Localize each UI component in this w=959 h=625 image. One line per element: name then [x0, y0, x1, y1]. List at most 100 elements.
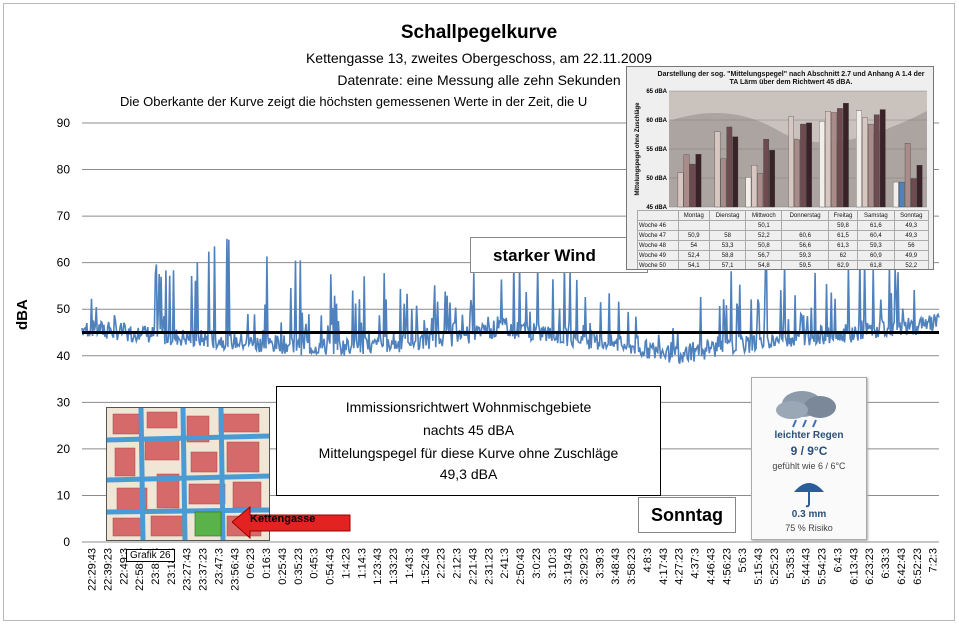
x-tick-label: 5:35:3 [785, 548, 797, 579]
inset-table-cell: 52,4 [678, 251, 709, 261]
x-tick-label: 3:39:3 [594, 548, 606, 579]
x-tick-label: 0:6:23 [245, 548, 257, 579]
inset-table-day: Dienstag [709, 211, 745, 221]
y-tick-label: 80 [57, 163, 71, 177]
x-tick-label: 22:29:43 [87, 548, 99, 591]
inset-table-cell: 56 [894, 241, 929, 251]
x-tick-label: 2:31:23 [483, 548, 495, 585]
y-tick-label: 0 [63, 535, 70, 549]
map-arrow-label: Kettengasse [250, 513, 315, 525]
inset-table-cell: 50,9 [678, 231, 709, 241]
x-tick-label: 5:25:23 [769, 548, 781, 585]
inset-table-cell: 52,2 [746, 231, 782, 241]
annotation-wind: starker Wind [470, 237, 648, 273]
inset-table-cell: 61,5 [828, 231, 857, 241]
x-tick-label: 6:42:43 [896, 548, 908, 585]
inset-table-row-label: Woche 47 [638, 231, 679, 241]
x-tick-label: 23:56:43 [229, 548, 241, 591]
note-line-3: Mittelungspegel für diese Kurve ohne Zus… [277, 443, 660, 463]
x-tick-label: 1:4:23 [340, 548, 352, 579]
x-tick-label: 6:23:23 [864, 548, 876, 585]
weather-widget: leichter Regen 9 / 9°C gefühlt wie 6 / 6… [751, 377, 867, 540]
x-tick-label: 5:44:43 [801, 548, 813, 585]
inset-table-cell: 49,3 [894, 221, 929, 231]
x-tick-label: 22:39:23 [102, 548, 114, 591]
inset-y-tick-label: 60 dBA [646, 118, 667, 124]
x-tick-label: 4:8:3 [642, 548, 654, 572]
inset-table-cell: 54,1 [678, 261, 709, 271]
inset-table-cell: 58,8 [709, 251, 745, 261]
inset-table-day: Montag [678, 211, 709, 221]
inset-table-cell: 56,6 [782, 241, 828, 251]
inset-table-row-label: Woche 46 [638, 221, 679, 231]
inset-table-cell: 59,3 [782, 251, 828, 261]
inset-table-cell: 62,9 [828, 261, 857, 271]
inset-table-cell: 62 [828, 251, 857, 261]
annotation-sunday: Sonntag [638, 497, 736, 533]
y-tick-label: 40 [57, 349, 71, 363]
y-tick-label: 60 [57, 256, 71, 270]
inset-bar [843, 103, 848, 207]
weather-temperature: 9 / 9°C [752, 444, 866, 458]
x-tick-label: 0:16:3 [261, 548, 273, 579]
inset-bar [758, 173, 763, 207]
inset-bar-chart: Darstellung der sog. "Mittelungspegel" n… [626, 66, 934, 270]
inset-y-tick-label: 50 dBA [646, 176, 667, 182]
map-caption: Grafik 26 [126, 549, 175, 562]
x-tick-label: 3:58:23 [626, 548, 638, 585]
x-tick-label: 23:37:23 [198, 548, 210, 591]
x-tick-label: 1:33:23 [388, 548, 400, 585]
inset-table-cell [709, 221, 745, 231]
weather-rain-risk: 75 % Risiko [752, 523, 866, 533]
inset-table-day: Sonntag [894, 211, 929, 221]
inset-table-cell: 60,9 [858, 251, 894, 261]
inset-table-cell: 49,9 [894, 251, 929, 261]
limit-note: Immissionsrichtwert Wohnmischgebiete nac… [276, 386, 661, 496]
x-tick-label: 5:15:43 [753, 548, 765, 585]
inset-bar [819, 121, 824, 207]
x-tick-label: 23:27:43 [182, 548, 194, 591]
x-tick-label: 1:52:43 [420, 548, 432, 585]
inset-bar [911, 179, 916, 207]
x-tick-label: 5:54:23 [817, 548, 829, 585]
weather-rain-amount: 0.3 mm [752, 509, 866, 520]
x-tick-label: 2:12:3 [452, 548, 464, 579]
x-tick-label: 0:54:43 [325, 548, 337, 585]
inset-bar [752, 165, 757, 207]
inset-bar [825, 111, 830, 207]
inset-table-cell: 61,3 [828, 241, 857, 251]
x-tick-label: 4:17:43 [658, 548, 670, 585]
weather-feels-like: gefühlt wie 6 / 6°C [752, 461, 866, 471]
inset-table-row-label: Woche 49 [638, 251, 679, 261]
inset-table-cell: 53,3 [709, 241, 745, 251]
x-tick-label: 3:0:23 [531, 548, 543, 579]
x-tick-label: 2:41:3 [499, 548, 511, 579]
inset-bar [696, 154, 701, 207]
y-axis-label: dBA [14, 299, 31, 330]
inset-bar [831, 112, 836, 207]
inset-table-cell: 50,1 [746, 221, 782, 231]
x-tick-label: 0:35:23 [293, 548, 305, 585]
inset-table-cell: 60,4 [858, 231, 894, 241]
inset-bar [905, 143, 910, 207]
inset-table: Montag Dienstag Mittwoch Donnerstag Freitag S… [637, 210, 929, 270]
inset-table-day: Donnerstag [782, 211, 828, 221]
x-tick-label: 2:21:43 [467, 548, 479, 585]
inset-y-tick-label: 65 dBA [646, 89, 667, 95]
inset-bar [893, 182, 898, 207]
inset-bar [856, 111, 861, 207]
inset-bar [746, 177, 751, 207]
inset-table-cell: 59,3 [858, 241, 894, 251]
inset-table-cell: 54,8 [746, 261, 782, 271]
inset-bar [769, 150, 774, 207]
inset-bar [684, 155, 689, 207]
inset-table-day: Samstag [858, 211, 894, 221]
x-tick-label: 1:14:3 [356, 548, 368, 579]
inset-table-cell [782, 221, 828, 231]
inset-bar [880, 110, 885, 207]
x-tick-label: 2:50:43 [515, 548, 527, 585]
inset-table-cell: 59,8 [828, 221, 857, 231]
inset-bar [764, 139, 769, 207]
x-tick-label: 4:56:23 [721, 548, 733, 585]
x-tick-label: 1:23:43 [372, 548, 384, 585]
